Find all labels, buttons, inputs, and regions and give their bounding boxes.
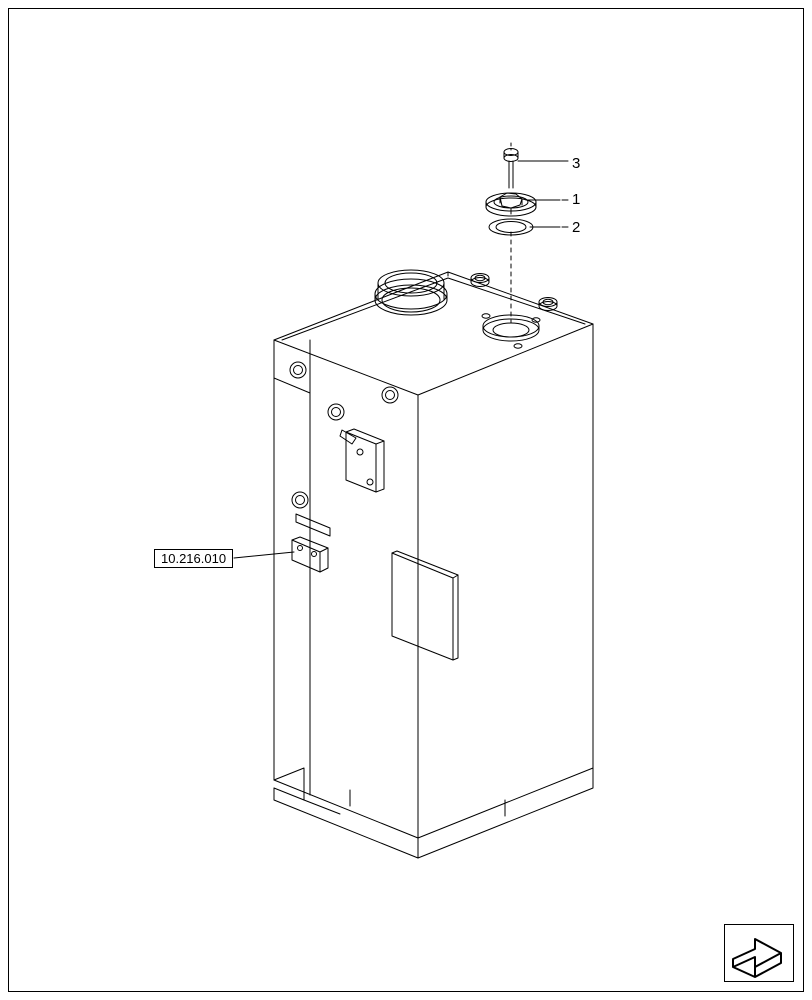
ref-label-10-216-010: 10.216.010 [154, 549, 233, 568]
callout-3: 3 [572, 156, 580, 171]
part-3-screw [504, 143, 518, 188]
tank-body [274, 272, 593, 858]
tank-assembly-drawing [0, 0, 812, 1000]
corner-nav-icon[interactable] [724, 924, 794, 982]
callout-2: 2 [572, 220, 580, 235]
tank-top [274, 270, 593, 395]
part-1-cap [486, 193, 536, 216]
leaders [234, 161, 568, 558]
callout-1: 1 [572, 192, 580, 207]
